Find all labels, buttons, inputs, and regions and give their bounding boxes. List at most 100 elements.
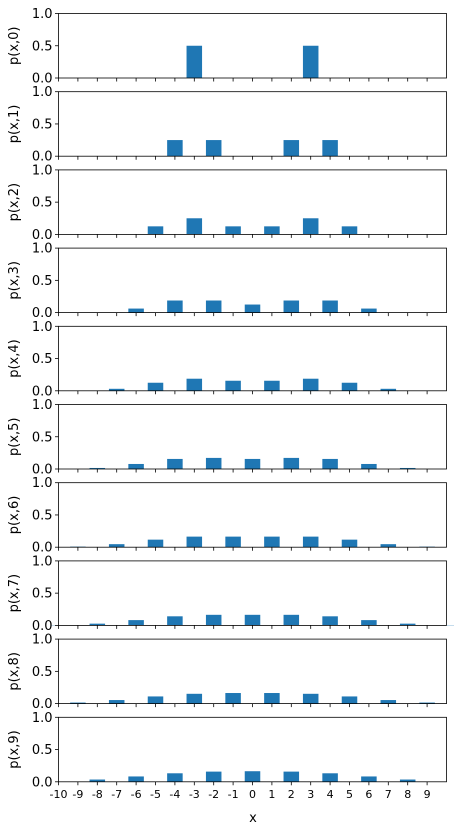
bar (225, 693, 241, 704)
bar (108, 700, 125, 704)
bar (89, 467, 106, 469)
bar (361, 620, 377, 626)
bar (302, 536, 319, 548)
bar (341, 696, 358, 704)
bar (128, 776, 144, 782)
x-axis-label: x (249, 811, 257, 826)
y-tick-label: 1.0 (32, 85, 53, 100)
bar (186, 693, 203, 704)
y-axis-label: p(x,4) (7, 339, 22, 378)
y-tick-label: 1.0 (32, 476, 53, 491)
bar (128, 463, 144, 469)
x-tick-label: -1 (228, 788, 239, 801)
bar (167, 616, 183, 626)
x-tick-label: -9 (72, 788, 83, 801)
plot-frame (58, 247, 447, 314)
bar (322, 140, 338, 157)
x-tick-label: 3 (307, 788, 314, 801)
x-tick-label: 4 (327, 788, 334, 801)
y-tick-label: 0.0 (32, 384, 53, 399)
y-tick-label: 0.5 (32, 665, 53, 680)
bar (244, 614, 261, 626)
bar (225, 226, 241, 235)
subplot: 0.0 0.5 1.0 p(x,2) (7, 163, 447, 243)
subplot: 0.0 0.5 1.0 p(x,5) (7, 398, 447, 478)
bar (283, 457, 300, 469)
subplot: 0.0 0.5 1.0 p(x,1) (7, 85, 447, 165)
y-tick-label: 1.0 (32, 711, 53, 726)
y-tick-label: 0.0 (32, 619, 53, 634)
bar (147, 382, 164, 391)
y-tick-label: 0.0 (32, 463, 53, 478)
y-axis-label: p(x,0) (7, 27, 22, 66)
bar (361, 776, 377, 782)
y-tick-label: 0.0 (32, 228, 53, 243)
plot-frame (58, 91, 447, 157)
bar (128, 620, 144, 626)
bar (167, 140, 183, 157)
bar (167, 458, 183, 469)
bar (244, 771, 261, 782)
y-tick-label: 0.5 (32, 743, 53, 758)
bar (380, 544, 397, 548)
bar (128, 308, 144, 313)
x-tick-label: 5 (346, 788, 353, 801)
x-tick-label: 9 (424, 788, 431, 801)
x-tick-label: -5 (150, 788, 161, 801)
y-tick-label: 1.0 (32, 7, 53, 22)
bar (322, 458, 338, 469)
y-axis-label: p(x,3) (7, 261, 22, 300)
x-tick-label: 6 (365, 788, 372, 801)
bar (341, 539, 358, 548)
y-axis-label: p(x,8) (7, 652, 22, 691)
bar (283, 771, 300, 782)
y-tick-label: 0.0 (32, 775, 53, 790)
bar (283, 300, 300, 313)
x-tick-label: 1 (268, 788, 275, 801)
y-tick-label: 0.5 (32, 508, 53, 523)
bar (399, 779, 416, 782)
subplot: 0.0 0.5 1.0 p(x,4) (7, 320, 447, 399)
bar (205, 771, 222, 782)
subplot: 0.0 0.5 1.0 p(x,7) (7, 554, 454, 634)
bar (341, 382, 358, 391)
y-tick-label: 1.0 (32, 554, 53, 569)
y-tick-label: 0.0 (32, 541, 53, 556)
bar (186, 218, 203, 235)
y-axis-label: p(x,9) (7, 730, 22, 769)
bar (264, 536, 280, 548)
bar (225, 536, 241, 548)
bar (361, 308, 377, 313)
y-tick-label: 1.0 (32, 163, 53, 178)
bar (264, 226, 280, 235)
bar (302, 378, 319, 391)
bar (322, 300, 338, 313)
plot-frame (58, 325, 447, 392)
subplot: 0.0 0.5 1.0 p(x,3) (7, 242, 447, 321)
x-tick-label: 2 (288, 788, 295, 801)
bar (167, 300, 183, 313)
bar (205, 457, 222, 469)
y-tick-label: 0.0 (32, 150, 53, 165)
bar (244, 304, 261, 313)
y-axis-label: p(x,6) (7, 496, 22, 535)
bar (322, 773, 338, 782)
bar (205, 300, 222, 313)
bar (302, 693, 319, 704)
plot-frame (58, 13, 447, 79)
bar (89, 779, 106, 782)
bar (205, 614, 222, 626)
bar (70, 702, 86, 704)
bar (147, 539, 164, 548)
y-tick-label: 1.0 (32, 398, 53, 413)
bar (283, 614, 300, 626)
bar (283, 140, 300, 157)
bar (322, 616, 338, 626)
subplot: 0.0 0.5 1.0 p(x,6) (7, 476, 447, 556)
subplot: 0.0 0.5 1.0 p(x,8) (7, 633, 447, 712)
bar (341, 226, 358, 235)
bar (108, 544, 125, 548)
y-tick-label: 0.0 (32, 72, 53, 87)
bar (380, 700, 397, 704)
